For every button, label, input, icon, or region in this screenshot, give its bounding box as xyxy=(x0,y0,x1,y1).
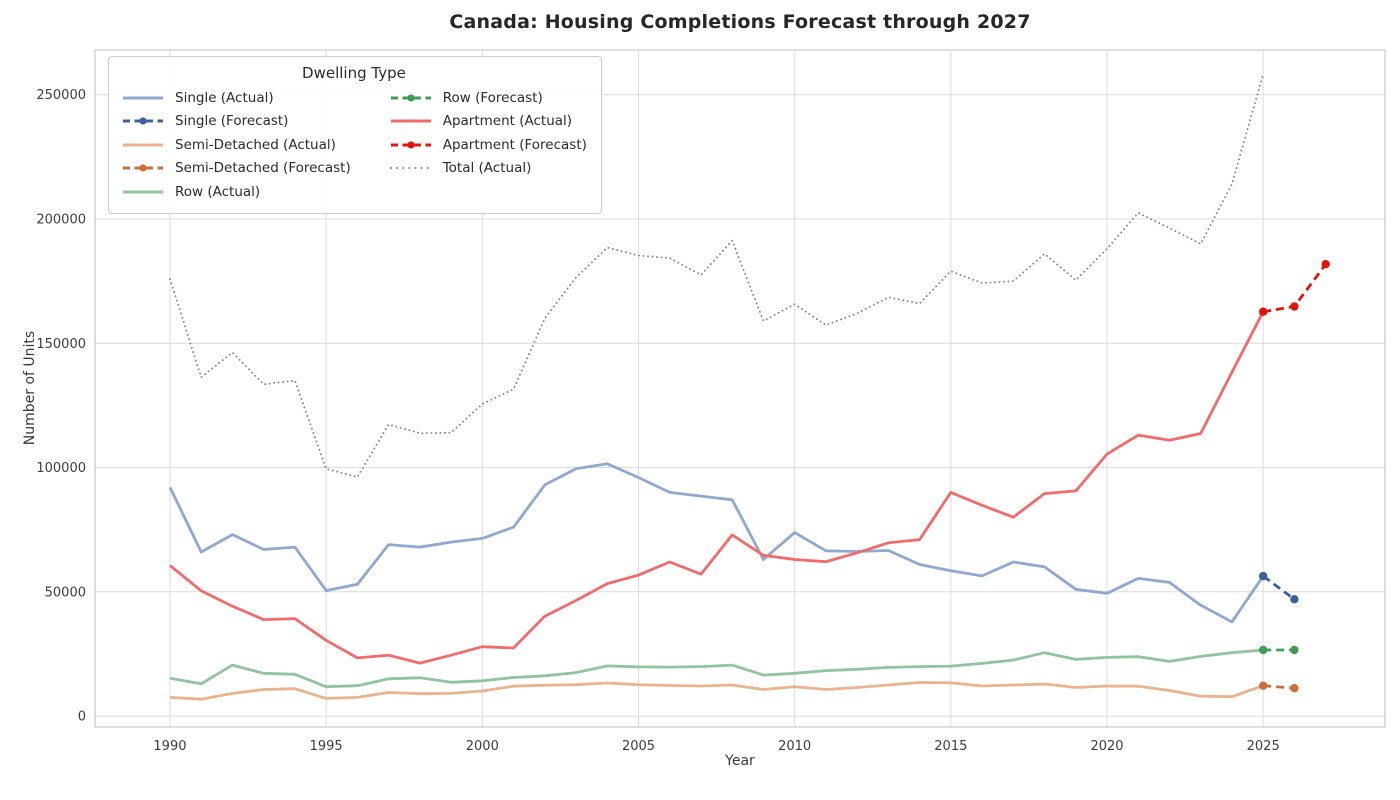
x-tick-label: 2015 xyxy=(934,739,967,754)
legend-item-total-actual: Total (Actual) xyxy=(389,157,587,181)
y-tick-label: 0 xyxy=(78,710,86,725)
forecast-marker-single-forecast xyxy=(1259,571,1268,581)
forecast-marker-semi-detached-forecast xyxy=(1290,684,1299,693)
series-line-apartment-actual xyxy=(169,311,1265,665)
forecast-marker-apartment-forecast xyxy=(1290,302,1299,311)
x-tick-label: 1995 xyxy=(310,739,343,754)
x-tick-label: 2000 xyxy=(466,739,499,754)
legend-swatch-semi-detached-forecast xyxy=(123,164,163,172)
legend-marker xyxy=(407,94,415,102)
legend-label: Single (Actual) xyxy=(175,89,274,106)
x-tick-label: 2005 xyxy=(622,739,655,754)
y-tick-label: 50000 xyxy=(45,585,86,600)
x-axis-label: Year xyxy=(725,753,755,769)
forecast-marker-single-forecast xyxy=(1290,595,1299,604)
y-tick-label: 200000 xyxy=(36,213,86,228)
legend-swatch-semi-detached-actual xyxy=(123,143,163,147)
legend-swatch-row-forecast xyxy=(390,94,431,102)
legend-swatch-total-actual xyxy=(389,167,432,170)
series-line-single-forecast xyxy=(1262,574,1296,601)
legend-label: Single (Forecast) xyxy=(175,113,289,130)
legend-title: Dwelling Type xyxy=(302,64,406,82)
legend-item-row-forecast: Row (Forecast) xyxy=(389,86,587,110)
series-line-single-actual xyxy=(168,462,1265,624)
legend-item-apartment-actual: Apartment (Actual) xyxy=(389,110,587,134)
series-line-total-actual xyxy=(169,73,1265,478)
legend-marker xyxy=(139,164,147,172)
y-tick-label: 150000 xyxy=(36,337,86,352)
legend-item-semi-detached-actual: Semi-Detached (Actual) xyxy=(121,133,351,157)
legend-swatch-apartment-forecast xyxy=(390,141,431,149)
legend-label: Row (Actual) xyxy=(175,183,261,200)
legend-marker xyxy=(407,141,415,149)
legend-marker xyxy=(139,117,147,125)
x-tick-label: 2025 xyxy=(1247,739,1280,754)
legend-label: Apartment (Actual) xyxy=(442,113,573,130)
legend-swatch-row-actual xyxy=(123,190,163,194)
legend-item-row-actual: Row (Actual) xyxy=(121,180,351,204)
legend-label: Semi-Detached (Forecast) xyxy=(175,160,351,177)
x-tick-label: 2010 xyxy=(778,739,811,754)
y-tick-label: 250000 xyxy=(36,88,86,103)
y-tick-label: 100000 xyxy=(36,461,86,476)
legend-swatch-apartment-actual xyxy=(390,119,431,123)
legend: Dwelling Type Single (Actual) Single (For… xyxy=(108,56,602,214)
series-line-semi-detached-actual xyxy=(169,681,1264,701)
legend-swatch-single-forecast xyxy=(123,117,163,125)
x-tick-label: 1990 xyxy=(153,739,186,754)
legend-swatch-single-actual xyxy=(123,96,163,100)
legend-label: Semi-Detached (Actual) xyxy=(175,136,336,153)
legend-item-apartment-forecast: Apartment (Forecast) xyxy=(389,133,587,157)
legend-item-semi-detached-forecast: Semi-Detached (Forecast) xyxy=(121,157,351,181)
forecast-marker-semi-detached-forecast xyxy=(1259,681,1268,690)
chart-title: Canada: Housing Completions Forecast thr… xyxy=(449,11,1031,33)
x-tick-label: 2020 xyxy=(1090,739,1123,754)
legend-label: Total (Actual) xyxy=(442,160,532,177)
forecast-marker-row-forecast xyxy=(1290,645,1299,655)
legend-item-single-forecast: Single (Forecast) xyxy=(121,110,351,134)
y-axis-label: Number of Units xyxy=(22,330,38,446)
legend-label: Row (Forecast) xyxy=(442,89,543,106)
series-line-semi-detached-forecast xyxy=(1263,684,1295,690)
series-line-row-actual xyxy=(169,648,1264,689)
plot-border xyxy=(94,49,1386,728)
legend-items: Single (Actual) Single (Forecast) Semi-Det… xyxy=(121,86,587,204)
forecast-marker-row-forecast xyxy=(1259,645,1268,655)
forecast-marker-apartment-forecast xyxy=(1321,260,1330,269)
forecast-marker-apartment-forecast xyxy=(1259,307,1268,316)
legend-item-single-actual: Single (Actual) xyxy=(121,86,351,110)
legend-label: Apartment (Forecast) xyxy=(442,136,587,153)
